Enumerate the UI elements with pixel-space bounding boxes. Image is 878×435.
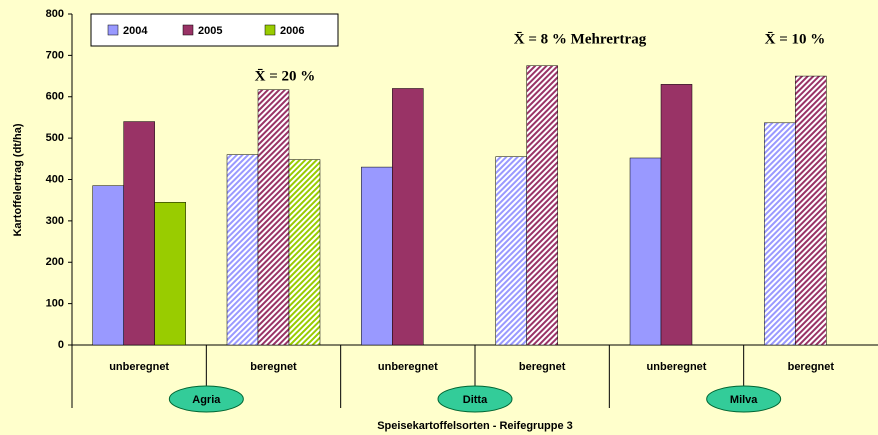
- x-tick-label: beregnet: [250, 361, 297, 373]
- y-tick-label: 700: [46, 49, 64, 61]
- y-tick-label: 600: [46, 91, 64, 103]
- bar: [392, 88, 424, 346]
- group-badge: [168, 385, 244, 413]
- x-tick-label: beregnet: [519, 361, 566, 373]
- x-tick-label: unberegnet: [109, 361, 169, 373]
- x-tick-label: unberegnet: [378, 361, 438, 373]
- bar: [660, 84, 693, 346]
- bar: [154, 202, 186, 346]
- y-axis-label: Kartoffelertrag (dt/ha): [12, 123, 24, 236]
- bar: [795, 75, 827, 346]
- annotation: X̄ = 20 %: [255, 68, 316, 84]
- y-tick-label: 200: [46, 256, 64, 268]
- legend-swatch: [264, 24, 276, 36]
- group-badge: [437, 385, 513, 413]
- group-label: Agria: [192, 394, 221, 406]
- y-tick-label: 400: [46, 173, 64, 185]
- bar: [629, 157, 662, 346]
- bar: [526, 65, 558, 346]
- y-tick-label: 800: [46, 8, 64, 20]
- x-axis-label: Speisekartoffelsorten - Reifegruppe 3: [377, 420, 573, 432]
- legend-label: 2004: [123, 25, 148, 37]
- bar: [495, 156, 527, 346]
- x-tick-label: unberegnet: [647, 361, 707, 373]
- group-label: Milva: [730, 394, 758, 406]
- bar: [257, 89, 290, 346]
- bar: [123, 121, 155, 346]
- legend-swatch: [107, 24, 119, 36]
- group-badge: [706, 385, 782, 413]
- legend-swatch: [182, 24, 194, 36]
- group-label: Ditta: [463, 394, 488, 406]
- bar: [226, 154, 259, 346]
- x-tick-label: beregnet: [788, 361, 835, 373]
- annotation: X̄ = 10 %: [765, 31, 826, 47]
- legend-label: 2005: [198, 25, 222, 37]
- y-tick-label: 500: [46, 132, 64, 144]
- annotation: X̄ = 8 % Mehrertrag: [514, 31, 647, 47]
- bar: [361, 166, 393, 346]
- y-tick-label: 0: [58, 339, 64, 351]
- bar: [92, 185, 124, 346]
- legend-label: 2006: [280, 25, 304, 37]
- y-tick-label: 100: [46, 298, 64, 310]
- bar: [288, 159, 321, 346]
- legend-box: [90, 13, 339, 47]
- y-tick-label: 300: [46, 215, 64, 227]
- bar: [764, 122, 796, 346]
